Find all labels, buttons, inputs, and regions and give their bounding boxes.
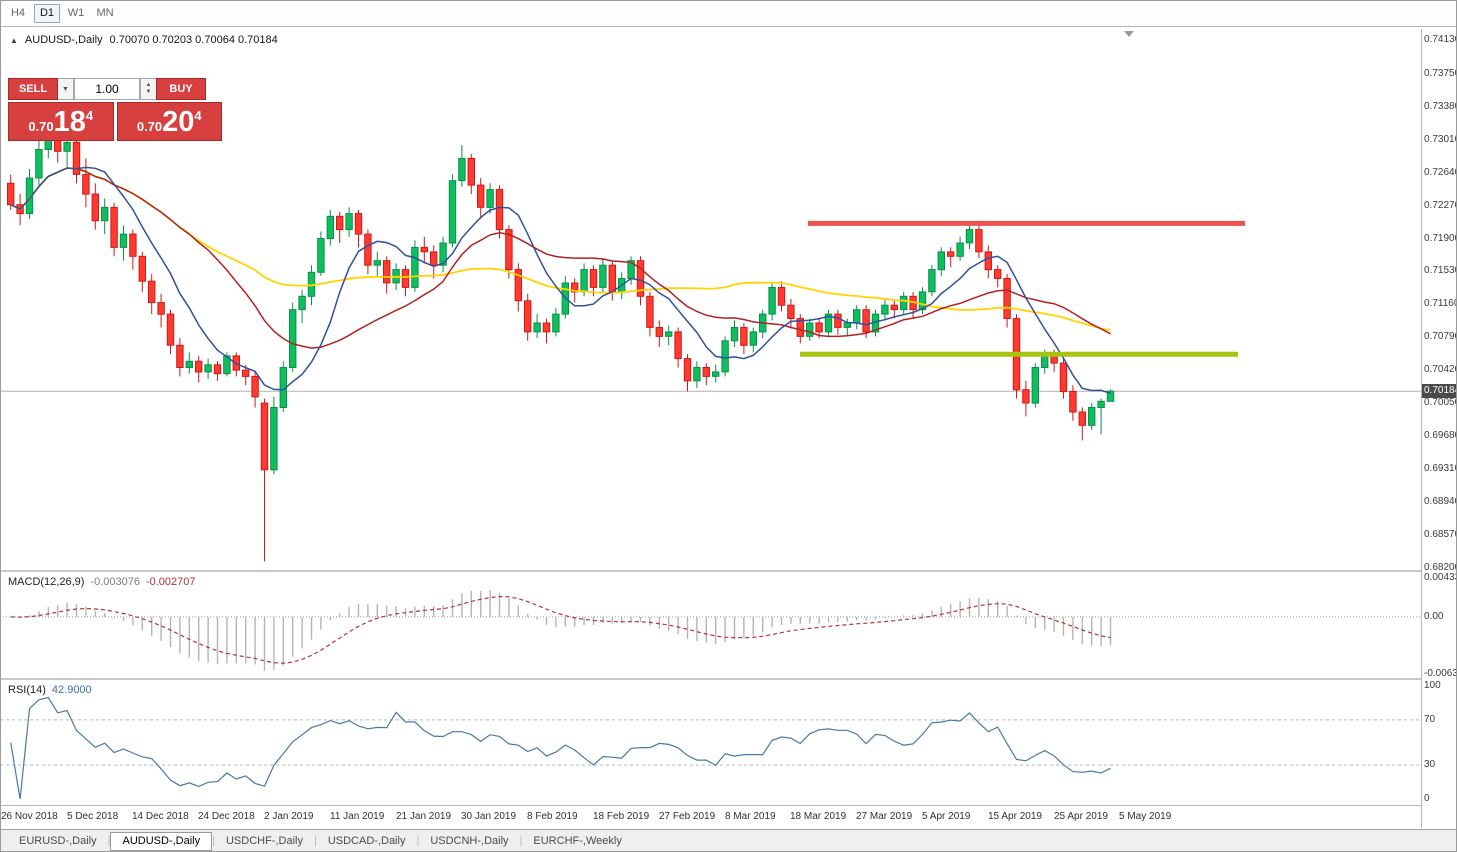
ohlc-values: 0.70070 0.70203 0.70064 0.70184 (109, 34, 278, 46)
tab-separator: | (313, 835, 317, 847)
price-axis[interactable]: 0.74130 0.73750 0.73380 0.73010 0.72640 0.722… (1422, 29, 1457, 828)
macd-plot[interactable] (0, 572, 1421, 678)
axis-scale-label: -0.00637 (1424, 668, 1457, 679)
date-axis-label: 27 Feb 2019 (659, 811, 716, 822)
macd-value-main: -0.003076 (90, 576, 140, 588)
axis-scale-label: 0.70050 (1424, 397, 1457, 408)
rsi-value: 42.9000 (51, 684, 92, 696)
chart-tabbar: EURUSD-,Daily | AUDUSD-,Daily | USDCHF-,Dail… (0, 829, 1457, 852)
date-axis-label: 21 Jan 2019 (396, 811, 452, 822)
date-axis-label: 30 Jan 2019 (461, 811, 517, 822)
axis-scale-label: 0.68940 (1424, 496, 1457, 507)
axis-scale-label: 70 (1424, 714, 1436, 725)
main-chart-panel: ▲ AUDUSD-,Daily 0.70070 0.70203 0.70064 … (0, 29, 1421, 569)
ask-sup: 4 (194, 108, 202, 123)
axis-scale-label: 0.71160 (1424, 298, 1457, 309)
rsi-name: RSI(14) (8, 684, 46, 696)
buy-button[interactable]: BUY (156, 78, 206, 100)
macd-panel: MACD(12,26,9) -0.003076 -0.002707 (0, 572, 1421, 678)
axis-scale-label: 0.74130 (1424, 34, 1457, 45)
axis-divider (1421, 29, 1422, 828)
axis-scale-label: 0.72270 (1424, 200, 1457, 211)
axis-scale-label: 0.71900 (1424, 233, 1457, 244)
bid-price-button[interactable]: 0.70184 (8, 102, 114, 141)
axis-scale-label: 0.00 (1424, 611, 1444, 622)
ask-main: 0.70 (136, 119, 163, 134)
date-axis-label: 24 Dec 2018 (198, 811, 255, 822)
tab-separator: | (519, 835, 523, 847)
current-price-badge: 0.70184 (1422, 384, 1457, 398)
axis-scale-label: 0.70420 (1424, 364, 1457, 375)
one-click-trade-panel: SELL ▼ ▲▼ BUY 0.70184 0.70204 (8, 78, 222, 141)
bid-main: 0.70 (28, 119, 54, 134)
axis-scale-label: 100 (1424, 680, 1441, 691)
date-axis-label: 5 May 2019 (1119, 811, 1172, 822)
date-axis-label: 26 Nov 2018 (1, 811, 58, 822)
axis-scale-label: 0.73010 (1424, 134, 1457, 145)
axis-scale-label: 30 (1424, 759, 1436, 770)
volume-stepper[interactable]: ▲ ▼ (140, 78, 156, 100)
symbol-label: AUDUSD-,Daily (24, 34, 103, 46)
date-axis-label: 27 Mar 2019 (856, 811, 913, 822)
rsi-panel: RSI(14) 42.9000 (0, 680, 1421, 805)
tab-separator: | (107, 835, 111, 847)
axis-scale-label: 0.004331 (1424, 572, 1457, 583)
volume-input[interactable] (74, 78, 140, 100)
ask-big: 20 (162, 106, 195, 138)
axis-scale-label: 0.73750 (1424, 68, 1457, 79)
axis-scale-label: 0.72640 (1424, 167, 1457, 178)
date-axis-label: 18 Feb 2019 (593, 811, 650, 822)
date-axis-label: 18 Mar 2019 (790, 811, 847, 822)
macd-name: MACD(12,26,9) (8, 576, 85, 588)
panel-splitter[interactable] (0, 678, 1457, 680)
ask-price-button[interactable]: 0.70204 (116, 102, 222, 141)
chart-tab-audusd-daily[interactable]: AUDUSD-,Daily (110, 831, 213, 851)
timeframe-button-d1[interactable]: D1 (34, 3, 60, 23)
axis-scale-label: 0.70790 (1424, 331, 1457, 342)
tab-separator: | (212, 835, 215, 847)
date-axis-label: 2 Jan 2019 (264, 811, 314, 822)
axis-scale-label: 0.69680 (1424, 430, 1457, 441)
panel-splitter[interactable] (0, 570, 1457, 572)
chart-title: ▲ AUDUSD-,Daily 0.70070 0.70203 0.70064 … (10, 34, 278, 46)
timeframe-button-w1[interactable]: W1 (67, 7, 85, 19)
symbol-marker-icon: ▲ (10, 35, 18, 45)
date-axis-label: 5 Dec 2018 (67, 811, 119, 822)
date-axis-label: 25 Apr 2019 (1054, 811, 1108, 822)
sell-button[interactable]: SELL (8, 78, 58, 100)
axis-scale-label: 0.71530 (1424, 265, 1457, 276)
date-axis-label: 14 Dec 2018 (132, 811, 189, 822)
volume-dropdown[interactable]: ▼ (58, 78, 74, 100)
chart-tab-usdcnh-daily[interactable]: USDCNH-,Daily (430, 835, 509, 847)
axis-scale-label: 0 (1424, 793, 1430, 804)
timeframe-toolbar: H4 D1 W1 MN (0, 0, 1457, 27)
date-axis-label: 8 Mar 2019 (725, 811, 776, 822)
macd-label: MACD(12,26,9) -0.003076 -0.002707 (8, 576, 196, 588)
chart-tab-eurusd-daily[interactable]: EURUSD-,Daily (19, 835, 97, 847)
rsi-plot[interactable] (0, 680, 1421, 805)
axis-scale-label: 0.68200 (1424, 562, 1457, 573)
bid-sup: 4 (85, 108, 94, 123)
axis-scale-label: 0.69310 (1424, 463, 1457, 474)
chart-tab-usdcad-daily[interactable]: USDCAD-,Daily (327, 835, 406, 847)
date-axis-label: 11 Jan 2019 (330, 811, 385, 822)
date-axis-label: 15 Apr 2019 (988, 811, 1042, 822)
timeframe-button-mn[interactable]: MN (96, 7, 114, 19)
axis-scale-label: 0.73380 (1424, 101, 1457, 112)
chart-tab-usdchf-daily[interactable]: USDCHF-,Daily (225, 835, 303, 847)
date-axis-label: 8 Feb 2019 (527, 811, 578, 822)
chart-tab-eurchf-weekly[interactable]: EURCHF-,Weekly (533, 835, 622, 847)
tab-separator: | (416, 835, 420, 847)
time-axis-separator (0, 805, 1457, 806)
date-axis-label: 5 Apr 2019 (922, 811, 971, 822)
macd-value-signal: -0.002707 (145, 576, 196, 588)
axis-scale-label: 0.68570 (1424, 529, 1457, 540)
chart-shift-marker[interactable] (1124, 31, 1134, 37)
bid-big: 18 (53, 106, 86, 138)
price-chart-plot[interactable] (0, 29, 1421, 569)
time-axis[interactable]: 26 Nov 2018 5 Dec 2018 14 Dec 2018 24 Dec 2… (0, 806, 1421, 828)
rsi-label: RSI(14) 42.9000 (8, 684, 92, 696)
timeframe-button-h4[interactable]: H4 (10, 7, 26, 19)
